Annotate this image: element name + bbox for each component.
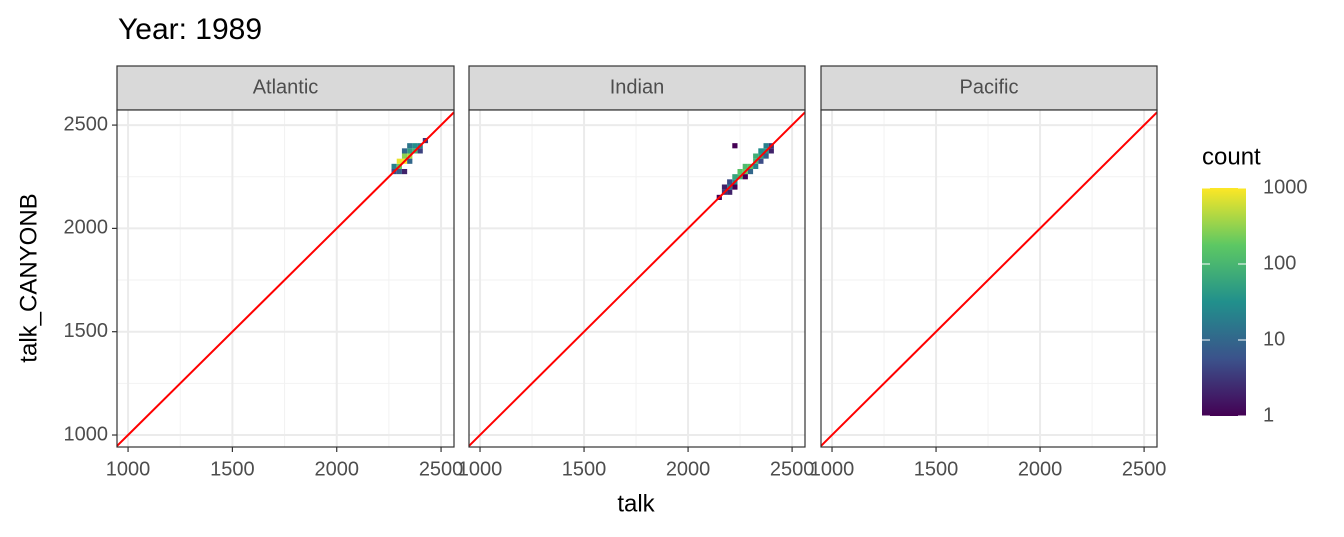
panel-border xyxy=(116,109,455,448)
x-tick-label: 1500 xyxy=(210,458,255,480)
bin xyxy=(407,148,413,154)
reference-line xyxy=(116,111,455,447)
bin xyxy=(417,148,423,154)
colorbar-label: 1000 xyxy=(1263,176,1308,198)
bin xyxy=(407,143,413,149)
x-tick-label: 2500 xyxy=(770,458,815,480)
bin xyxy=(732,174,738,180)
bin xyxy=(401,153,408,159)
y-tick-label: 1000 xyxy=(64,423,109,445)
facet-label: Pacific xyxy=(960,76,1019,98)
bin xyxy=(753,163,759,169)
facet-strip xyxy=(820,65,1158,111)
bin xyxy=(763,143,769,149)
bin xyxy=(721,184,728,190)
bin xyxy=(758,148,764,154)
bin xyxy=(763,153,769,159)
chart-title: Year: 1989 xyxy=(118,13,262,46)
bin xyxy=(768,148,774,154)
colorbar-label: 10 xyxy=(1263,328,1285,350)
x-tick-label: 1000 xyxy=(106,458,151,480)
y-tick-label: 2500 xyxy=(64,113,109,135)
facet-label: Indian xyxy=(610,76,665,98)
x-tick-label: 2000 xyxy=(666,458,711,480)
reference-line xyxy=(820,111,1158,447)
bin xyxy=(758,158,764,164)
bin xyxy=(396,158,402,164)
x-tick-label: 1000 xyxy=(810,458,855,480)
colorbar-label: 1 xyxy=(1263,404,1274,426)
x-tick-label: 1500 xyxy=(562,458,607,480)
x-tick-label: 2500 xyxy=(419,458,464,480)
bin xyxy=(732,184,738,190)
x-tick-label: 1500 xyxy=(914,458,959,480)
bin xyxy=(747,168,754,175)
x-axis-label: talk xyxy=(617,490,655,517)
reference-line xyxy=(468,111,806,447)
legend-title: count xyxy=(1202,143,1261,170)
bin xyxy=(396,168,402,175)
x-tick-label: 2000 xyxy=(1018,458,1063,480)
bin xyxy=(742,163,748,169)
y-axis-label: talk_CANYONB xyxy=(15,193,42,362)
facet-label: Atlantic xyxy=(253,76,319,98)
bin xyxy=(391,163,397,169)
bin xyxy=(742,174,748,180)
x-tick-label: 2000 xyxy=(314,458,359,480)
bin xyxy=(401,148,408,154)
colorbar xyxy=(1202,188,1246,416)
bin xyxy=(401,168,408,175)
bin xyxy=(732,143,738,149)
facet-strip xyxy=(468,65,806,111)
bin xyxy=(727,179,733,185)
facet-strip xyxy=(116,65,455,111)
x-tick-label: 2500 xyxy=(1122,458,1167,480)
y-tick-label: 1500 xyxy=(64,320,109,342)
y-tick-label: 2000 xyxy=(64,217,109,239)
panel-border xyxy=(820,109,1158,448)
bin xyxy=(407,158,413,164)
colorbar-label: 100 xyxy=(1263,252,1296,274)
bin xyxy=(737,168,743,175)
bin xyxy=(727,189,733,195)
panel-border xyxy=(468,109,806,448)
bin xyxy=(753,153,759,159)
bin xyxy=(412,143,418,149)
x-tick-label: 1000 xyxy=(458,458,503,480)
